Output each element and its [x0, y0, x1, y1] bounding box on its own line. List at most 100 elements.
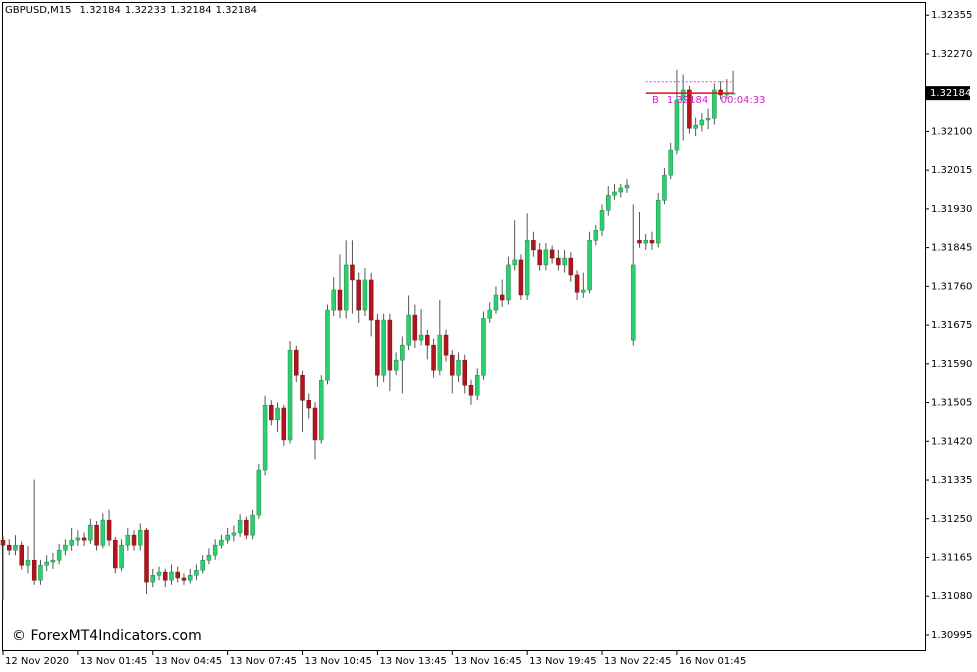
candle-body — [693, 124, 698, 129]
bid-price: 1.32184 — [667, 95, 708, 106]
candle-body — [618, 187, 624, 193]
x-tick-label: 13 Nov 13:45 — [379, 656, 446, 667]
header: GBPUSD,M15 1.32184 1.32233 1.32184 1.32184 — [5, 5, 257, 16]
candle-body — [712, 89, 717, 119]
candle-body — [19, 544, 24, 566]
y-tick-label: 1.31165 — [931, 552, 972, 563]
candle-body — [587, 240, 592, 291]
candle-body — [81, 537, 87, 541]
candle-body — [425, 334, 430, 346]
candle-body — [562, 257, 567, 266]
candle-body — [531, 240, 536, 251]
watermark: © ForexMT4Indicators.com — [12, 628, 202, 644]
candle-body — [162, 571, 168, 581]
candle-body — [50, 559, 56, 563]
candle-body — [481, 318, 486, 376]
candle-body — [325, 309, 330, 381]
candle-body — [456, 359, 461, 376]
candle-body — [113, 539, 118, 569]
candle-body — [119, 544, 124, 569]
candle-body — [437, 334, 443, 371]
candle-body — [88, 524, 93, 541]
candle-body — [231, 532, 237, 536]
candle-body — [256, 469, 262, 516]
candle-body — [0, 539, 6, 546]
x-tick-label: 13 Nov 16:45 — [454, 656, 521, 667]
candle-body — [699, 119, 705, 126]
candle-body — [649, 240, 655, 244]
x-tick-label: 13 Nov 19:45 — [529, 656, 596, 667]
last-low: 1.32184 — [170, 5, 211, 16]
y-tick-label: 1.31930 — [931, 204, 972, 215]
y-tick-label: 1.31250 — [931, 514, 972, 525]
candle-body — [506, 264, 511, 301]
candle-body — [206, 554, 212, 561]
y-tick-label: 1.31080 — [931, 591, 972, 602]
candle-body — [175, 571, 180, 579]
candle-body — [331, 289, 336, 311]
candle-body — [549, 249, 555, 259]
candle-body — [556, 257, 561, 266]
y-tick-label: 1.32270 — [931, 49, 972, 60]
candle-body — [138, 529, 143, 546]
candle-body — [381, 319, 386, 376]
bid-annotation: B 1.32184 — [652, 95, 708, 106]
candle-body — [125, 534, 131, 546]
candle-body — [574, 274, 580, 293]
candle-body — [537, 249, 542, 266]
candle-body — [94, 524, 99, 546]
y-tick-label: 1.31505 — [931, 398, 972, 409]
price-box — [926, 86, 970, 101]
candle-body — [294, 349, 299, 376]
candle-body — [612, 191, 617, 196]
candle-body — [169, 571, 174, 581]
candle-body — [13, 544, 18, 551]
candle-body — [362, 279, 368, 311]
candle-body — [25, 559, 31, 566]
candle-body — [387, 319, 393, 371]
candle-body — [350, 264, 355, 281]
candle-body — [431, 344, 436, 371]
candle-body — [156, 571, 162, 576]
candle-body — [524, 240, 530, 296]
candle-body — [499, 294, 505, 301]
candle-body — [493, 294, 499, 311]
plot-frame — [2, 2, 926, 651]
candle-body — [300, 374, 305, 401]
candle-body — [31, 559, 37, 581]
candle-body — [637, 240, 642, 244]
price-label: 1.32184 — [930, 88, 971, 99]
candle-body — [63, 544, 68, 551]
candle-body — [337, 289, 343, 311]
candle-body — [680, 89, 686, 101]
x-tick-label: 12 Nov 2020 — [5, 656, 69, 667]
candle-body — [368, 279, 374, 321]
candle-body — [375, 319, 380, 376]
candle-body — [418, 334, 424, 341]
candle-body — [343, 264, 349, 311]
candle-body — [44, 561, 49, 566]
x-tick-label: 13 Nov 01:45 — [80, 656, 147, 667]
candle-body — [318, 379, 324, 441]
y-tick-label: 1.31420 — [931, 436, 972, 447]
candle-body — [56, 549, 62, 561]
candle-body — [194, 570, 199, 576]
bid-marker: B — [652, 95, 659, 106]
candle-body — [225, 534, 230, 541]
candle-body — [599, 210, 605, 231]
candle-body — [606, 194, 611, 211]
candle-body — [400, 344, 405, 361]
candle-body — [306, 400, 312, 409]
candle-body — [212, 544, 218, 556]
y-tick-label: 1.32015 — [931, 165, 972, 176]
y-tick-label: 1.31590 — [931, 359, 972, 370]
candle-body — [512, 259, 517, 266]
x-tick-label: 13 Nov 07:45 — [230, 656, 297, 667]
candle-body — [144, 529, 149, 583]
candle-body — [443, 334, 449, 356]
candle-body — [624, 184, 630, 189]
candle-body — [250, 514, 255, 536]
candle-body — [643, 240, 648, 244]
candle-body — [187, 575, 193, 581]
